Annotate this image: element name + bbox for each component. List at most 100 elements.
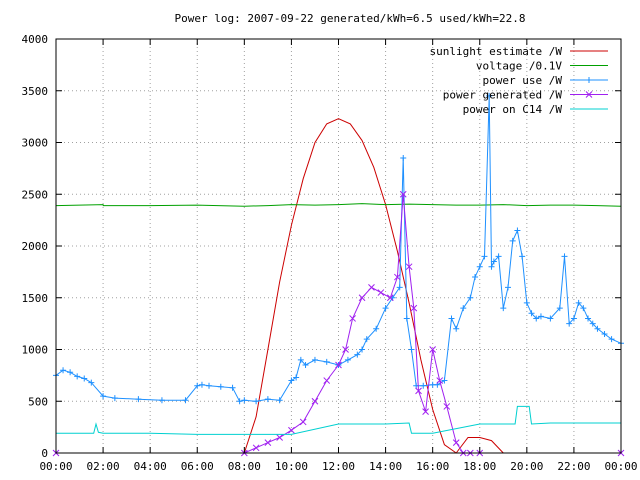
data-point — [323, 377, 331, 384]
data-point — [311, 356, 318, 363]
axis-layer: 00:00 02:00 04:00 06:00 08:00 10:00 12:00 14:00… — [22, 33, 638, 473]
plot-frame — [55, 38, 622, 454]
series-power-c14 — [56, 405, 621, 435]
data-point — [354, 351, 361, 358]
data-point — [252, 444, 260, 452]
data-point — [408, 346, 415, 353]
data-point — [74, 373, 81, 380]
data-point — [311, 397, 319, 405]
data-point — [410, 304, 418, 312]
series-line — [56, 194, 621, 454]
data-point — [495, 253, 502, 260]
data-point — [472, 274, 479, 281]
data-point — [514, 227, 521, 234]
data-point — [100, 393, 107, 400]
data-point — [368, 284, 375, 291]
data-point — [589, 320, 596, 327]
data-point — [467, 294, 474, 301]
data-point — [441, 377, 448, 384]
data-point — [377, 289, 385, 296]
chart-title: Power log: 2007-09-22 generated/kWh=6.5 … — [175, 12, 526, 25]
data-point — [264, 439, 272, 447]
data-point — [60, 367, 67, 374]
data-point — [547, 315, 554, 322]
x-tick-label: 18:00 — [463, 460, 496, 473]
data-point — [452, 439, 460, 447]
data-point — [519, 253, 526, 260]
data-point — [403, 315, 410, 322]
data-point — [509, 237, 516, 244]
x-tick-label: 10:00 — [275, 460, 308, 473]
series-sunlight — [243, 118, 504, 454]
series-line — [56, 405, 621, 435]
x-tick-label: 14:00 — [369, 460, 402, 473]
legend-label: voltage /0.1V — [476, 60, 562, 73]
data-point — [429, 346, 437, 353]
data-point — [594, 325, 601, 332]
data-point — [420, 382, 427, 389]
data-point — [363, 336, 370, 343]
data-point — [349, 315, 356, 322]
x-tick-label: 04:00 — [134, 460, 167, 473]
data-point — [453, 325, 460, 332]
data-point — [67, 369, 74, 376]
legend-label: sunlight estimate /W — [430, 45, 563, 58]
data-point — [561, 253, 568, 260]
data-point — [264, 396, 271, 403]
data-point — [217, 383, 224, 390]
y-tick-label: 2500 — [22, 188, 49, 201]
data-point — [608, 336, 615, 343]
series-power-generated — [52, 190, 625, 457]
y-tick-label: 3500 — [22, 85, 49, 98]
data-point — [276, 434, 283, 441]
data-point — [241, 397, 248, 404]
data-point — [236, 398, 243, 405]
y-tick-label: 1000 — [22, 344, 49, 357]
data-point — [585, 315, 592, 322]
x-tick-label: 08:00 — [228, 460, 261, 473]
x-tick-label: 02:00 — [87, 460, 120, 473]
y-tick-label: 2000 — [22, 240, 49, 253]
data-point — [386, 294, 394, 302]
x-tick-label: 06:00 — [181, 460, 214, 473]
x-tick-label: 20:00 — [510, 460, 543, 473]
y-tick-label: 3000 — [22, 137, 49, 150]
data-point — [182, 397, 189, 404]
data-point — [422, 408, 429, 415]
data-point — [460, 305, 467, 312]
data-point — [575, 299, 582, 306]
data-point — [302, 362, 309, 369]
data-point — [373, 325, 380, 332]
data-point — [490, 258, 497, 265]
data-point — [229, 384, 236, 391]
y-tick-label: 4000 — [22, 33, 49, 46]
data-point — [405, 263, 413, 271]
data-point — [359, 346, 366, 353]
series-line — [55, 203, 622, 207]
data-point — [488, 263, 495, 270]
data-point — [399, 190, 407, 198]
data-point — [415, 387, 422, 395]
x-tick-label: 00:00 — [39, 460, 72, 473]
data-point — [358, 294, 366, 302]
data-point — [443, 403, 451, 410]
data-point — [342, 346, 349, 353]
data-point — [537, 313, 544, 320]
y-tick-label: 1500 — [22, 292, 49, 305]
data-point — [533, 315, 540, 322]
data-point — [481, 253, 488, 260]
data-point — [505, 284, 511, 291]
data-point — [297, 356, 304, 363]
data-point — [158, 397, 165, 404]
data-point — [394, 273, 401, 281]
data-point — [476, 263, 483, 270]
data-point — [400, 155, 407, 162]
data-point — [570, 315, 577, 322]
data-point — [81, 375, 88, 382]
data-point — [601, 330, 608, 337]
data-point — [135, 396, 142, 403]
data-point — [344, 356, 351, 363]
series-layer — [52, 92, 625, 457]
